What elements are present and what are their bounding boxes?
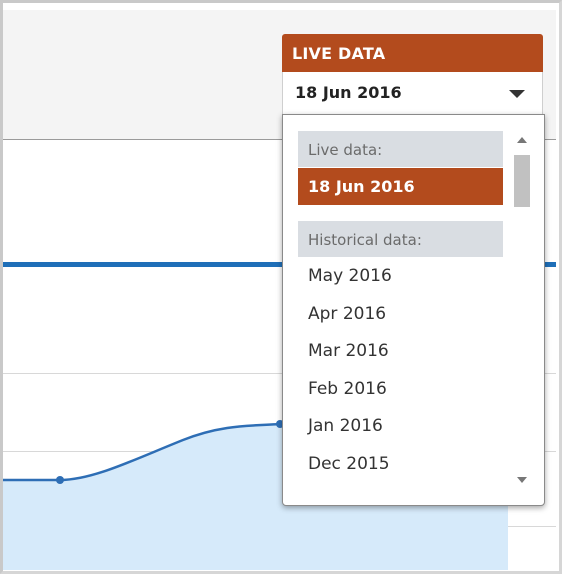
scroll-up-icon[interactable]: [517, 137, 527, 143]
option-historical[interactable]: May 2016: [308, 266, 392, 286]
option-historical[interactable]: Feb 2016: [308, 379, 387, 399]
dropdown-scrollbar[interactable]: [511, 129, 532, 491]
group-label-live: Live data:: [298, 131, 503, 167]
scroll-thumb[interactable]: [514, 155, 530, 207]
option-historical[interactable]: Mar 2016: [308, 341, 389, 361]
data-point[interactable]: [56, 476, 64, 484]
option-historical[interactable]: Dec 2015: [308, 454, 390, 474]
chevron-down-icon[interactable]: [509, 90, 525, 98]
option-live-date[interactable]: 18 Jun 2016: [298, 168, 503, 205]
top-strip: [3, 3, 556, 10]
option-historical[interactable]: Jan 2016: [308, 416, 383, 436]
group-label-historical: Historical data:: [298, 221, 503, 257]
date-select-value: 18 Jun 2016: [295, 83, 402, 102]
option-historical[interactable]: Apr 2016: [308, 304, 387, 324]
series-line: [3, 422, 281, 482]
scroll-down-icon[interactable]: [517, 477, 527, 483]
chart-top-divider: [3, 262, 556, 267]
live-data-header: LIVE DATA: [282, 34, 543, 72]
date-select[interactable]: 18 Jun 2016: [282, 72, 543, 114]
live-data-widget: LIVE DATA 18 Jun 2016: [282, 34, 543, 114]
date-dropdown-menu: Live data: 18 Jun 2016 Historical data: …: [282, 114, 545, 506]
chart-gridline: [3, 373, 556, 374]
